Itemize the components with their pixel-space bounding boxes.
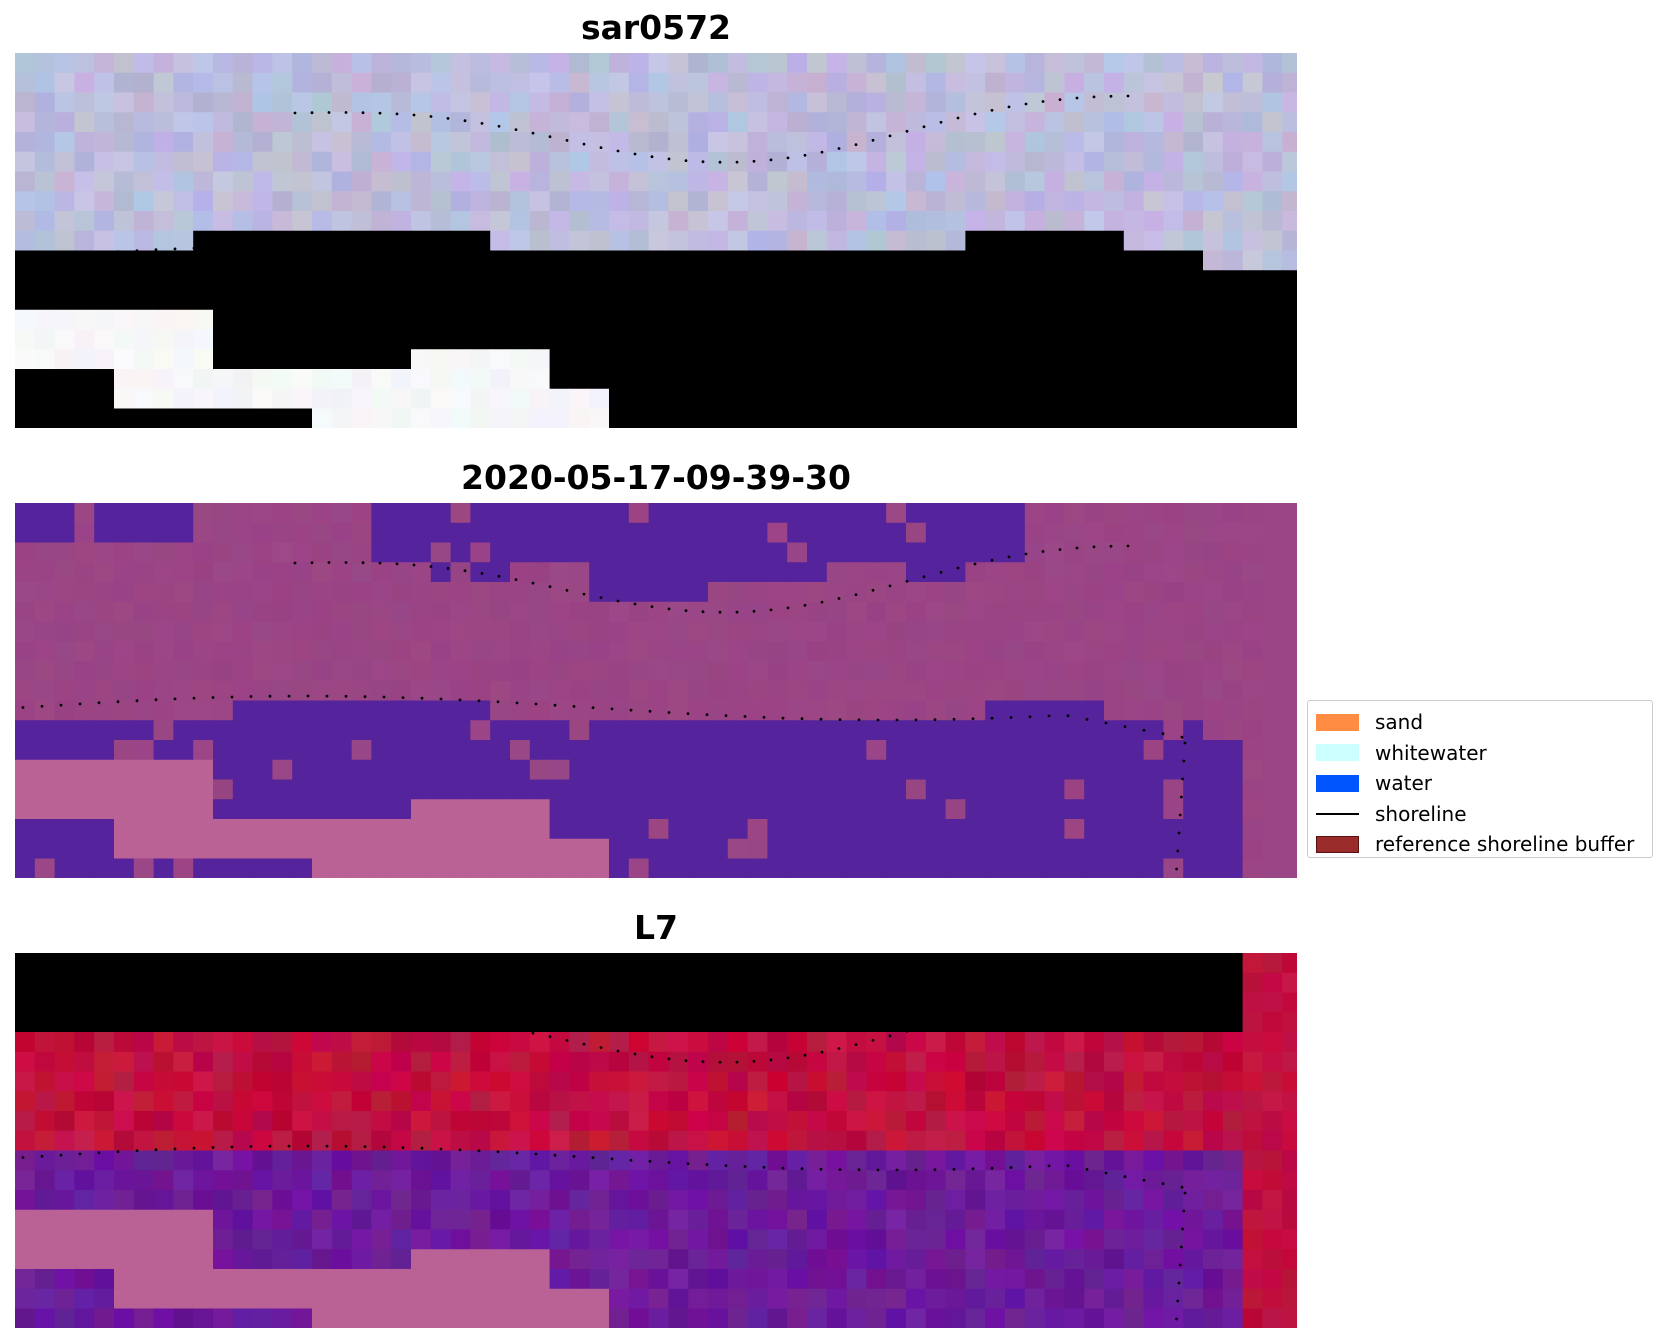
sar-rgb-image (15, 53, 1297, 428)
panel-title-2: 2020-05-17-09-39-30 (461, 458, 851, 497)
classified-image (15, 503, 1297, 878)
water-swatch (1316, 774, 1359, 792)
legend-item-sand: sand (1308, 707, 1652, 738)
panel-title-3: L7 (634, 908, 678, 947)
legend-item-water: water (1308, 768, 1652, 799)
index-image (15, 953, 1297, 1328)
sand-swatch (1316, 713, 1359, 731)
shoreline-line-swatch (1316, 812, 1359, 815)
legend: sand whitewater water shoreline referenc… (1307, 700, 1653, 858)
legend-item-whitewater: whitewater (1308, 738, 1652, 769)
reference-buffer-swatch (1316, 835, 1359, 853)
legend-item-shoreline: shoreline (1308, 799, 1652, 830)
whitewater-swatch (1316, 744, 1359, 762)
panel-title-1: sar0572 (580, 8, 732, 47)
legend-item-reference-buffer: reference shoreline buffer (1308, 829, 1652, 860)
